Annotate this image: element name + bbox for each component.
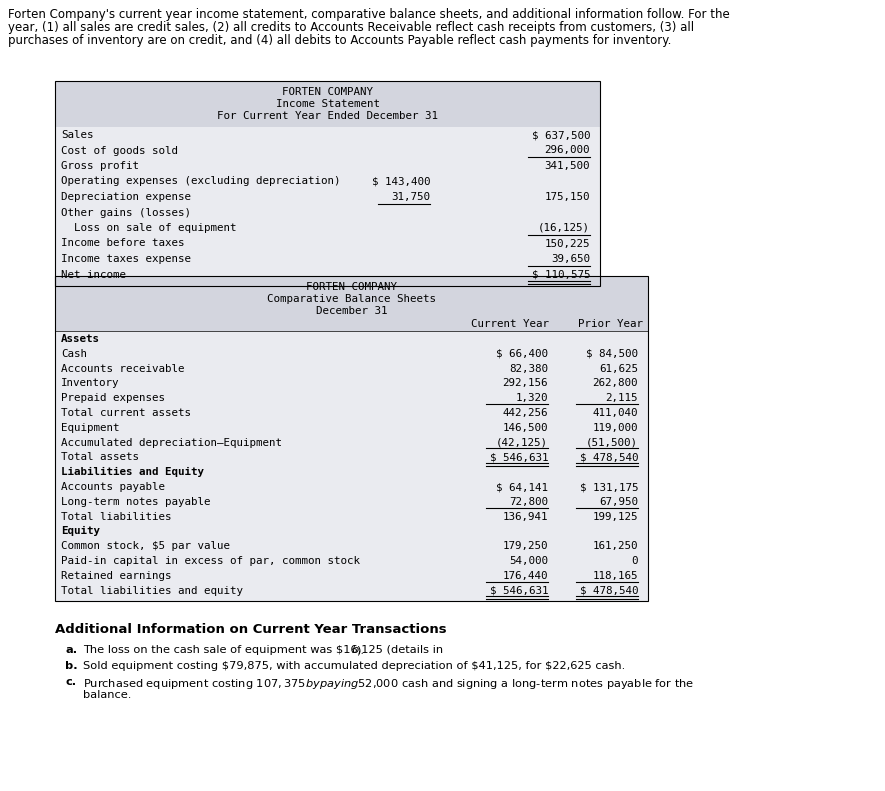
Text: Net income: Net income: [61, 270, 126, 279]
Text: 1,320: 1,320: [515, 393, 548, 403]
Text: 292,156: 292,156: [503, 378, 548, 388]
Text: Equipment: Equipment: [61, 423, 119, 433]
Text: b.: b.: [65, 661, 78, 672]
Text: $ 546,631: $ 546,631: [489, 452, 548, 463]
Text: 61,625: 61,625: [599, 364, 638, 373]
Text: $ 64,141: $ 64,141: [496, 482, 548, 492]
Text: purchases of inventory are on credit, and (4) all debits to Accounts Payable ref: purchases of inventory are on credit, an…: [8, 34, 672, 47]
Text: 146,500: 146,500: [503, 423, 548, 433]
Bar: [55, 276, 648, 331]
Text: Assets: Assets: [61, 334, 100, 344]
Text: Inventory: Inventory: [61, 378, 119, 388]
Text: $ 84,500: $ 84,500: [586, 349, 638, 359]
Text: Current Year: Current Year: [471, 319, 549, 329]
Text: (42,125): (42,125): [496, 437, 548, 448]
Text: 118,165: 118,165: [592, 571, 638, 581]
Text: Equity: Equity: [61, 526, 100, 536]
Text: $ 131,175: $ 131,175: [580, 482, 638, 492]
Text: 39,650: 39,650: [551, 254, 590, 264]
Text: FORTEN COMPANY: FORTEN COMPANY: [306, 282, 397, 292]
Text: a.: a.: [65, 645, 77, 656]
Text: 150,225: 150,225: [544, 239, 590, 248]
Text: 82,380: 82,380: [509, 364, 548, 373]
Text: 296,000: 296,000: [544, 146, 590, 156]
Text: $ 637,500: $ 637,500: [532, 130, 590, 140]
Text: Total liabilities and equity: Total liabilities and equity: [61, 585, 243, 596]
Text: $ 478,540: $ 478,540: [580, 585, 638, 596]
Text: Sales: Sales: [61, 130, 94, 140]
Text: The loss on the cash sale of equipment was $16,125 (details in: The loss on the cash sale of equipment w…: [83, 645, 447, 656]
Text: 199,125: 199,125: [592, 512, 638, 521]
Text: Sold equipment costing $79,875, with accumulated depreciation of $41,125, for $2: Sold equipment costing $79,875, with acc…: [83, 661, 625, 672]
Text: 341,500: 341,500: [544, 161, 590, 171]
Text: $ 143,400: $ 143,400: [372, 176, 430, 187]
Text: year, (1) all sales are credit sales, (2) all credits to Accounts Receivable ref: year, (1) all sales are credit sales, (2…: [8, 21, 694, 34]
Text: Cash: Cash: [61, 349, 87, 359]
Text: $ 66,400: $ 66,400: [496, 349, 548, 359]
Text: Total liabilities: Total liabilities: [61, 512, 172, 521]
Text: 262,800: 262,800: [592, 378, 638, 388]
Text: 136,941: 136,941: [503, 512, 548, 521]
Text: Total assets: Total assets: [61, 452, 139, 463]
Text: 0: 0: [632, 556, 638, 566]
Text: 54,000: 54,000: [509, 556, 548, 566]
Text: 176,440: 176,440: [503, 571, 548, 581]
Text: Common stock, $5 par value: Common stock, $5 par value: [61, 541, 230, 551]
Text: Prepaid expenses: Prepaid expenses: [61, 393, 165, 403]
Text: Long-term notes payable: Long-term notes payable: [61, 497, 211, 507]
Text: 442,256: 442,256: [503, 408, 548, 418]
Bar: [55, 331, 648, 601]
Text: 175,150: 175,150: [544, 192, 590, 202]
Text: Accounts payable: Accounts payable: [61, 482, 165, 492]
Text: Loss on sale of equipment: Loss on sale of equipment: [61, 223, 236, 233]
Text: Prior Year: Prior Year: [578, 319, 643, 329]
Text: 2,115: 2,115: [605, 393, 638, 403]
Text: Operating expenses (excluding depreciation): Operating expenses (excluding depreciati…: [61, 176, 341, 187]
Text: Accounts receivable: Accounts receivable: [61, 364, 184, 373]
Text: 72,800: 72,800: [509, 497, 548, 507]
Text: Income before taxes: Income before taxes: [61, 239, 184, 248]
Bar: [55, 81, 600, 286]
Text: 411,040: 411,040: [592, 408, 638, 418]
Text: Comparative Balance Sheets: Comparative Balance Sheets: [267, 294, 436, 304]
Text: Paid-in capital in excess of par, common stock: Paid-in capital in excess of par, common…: [61, 556, 360, 566]
Text: ).: ).: [356, 645, 364, 656]
Text: Liabilities and Equity: Liabilities and Equity: [61, 467, 204, 477]
Text: Cost of goods sold: Cost of goods sold: [61, 146, 178, 156]
Text: For Current Year Ended December 31: For Current Year Ended December 31: [217, 111, 438, 121]
Bar: [55, 81, 600, 127]
Text: 31,750: 31,750: [391, 192, 430, 202]
Bar: [55, 127, 600, 286]
Text: 119,000: 119,000: [592, 423, 638, 433]
Text: Forten Company's current year income statement, comparative balance sheets, and : Forten Company's current year income sta…: [8, 8, 730, 21]
Text: Total current assets: Total current assets: [61, 408, 191, 418]
Text: b: b: [351, 645, 359, 656]
Text: Gross profit: Gross profit: [61, 161, 139, 171]
Text: FORTEN COMPANY: FORTEN COMPANY: [282, 87, 373, 97]
Bar: [55, 276, 648, 601]
Text: Accumulated depreciation–Equipment: Accumulated depreciation–Equipment: [61, 437, 282, 448]
Text: 67,950: 67,950: [599, 497, 638, 507]
Text: (16,125): (16,125): [538, 223, 590, 233]
Text: December 31: December 31: [316, 306, 388, 316]
Text: Purchased equipment costing $107,375 by paying $52,000 cash and signing a long-t: Purchased equipment costing $107,375 by …: [83, 677, 694, 691]
Text: c.: c.: [65, 677, 76, 687]
Text: $ 478,540: $ 478,540: [580, 452, 638, 463]
Text: (51,500): (51,500): [586, 437, 638, 448]
Text: Additional Information on Current Year Transactions: Additional Information on Current Year T…: [55, 623, 447, 637]
Text: Income Statement: Income Statement: [275, 99, 380, 109]
Text: $ 110,575: $ 110,575: [532, 270, 590, 279]
Text: Retained earnings: Retained earnings: [61, 571, 172, 581]
Text: 179,250: 179,250: [503, 541, 548, 551]
Text: Other gains (losses): Other gains (losses): [61, 207, 191, 218]
Text: Depreciation expense: Depreciation expense: [61, 192, 191, 202]
Text: 161,250: 161,250: [592, 541, 638, 551]
Text: Income taxes expense: Income taxes expense: [61, 254, 191, 264]
Text: $ 546,631: $ 546,631: [489, 585, 548, 596]
Text: balance.: balance.: [83, 691, 131, 700]
